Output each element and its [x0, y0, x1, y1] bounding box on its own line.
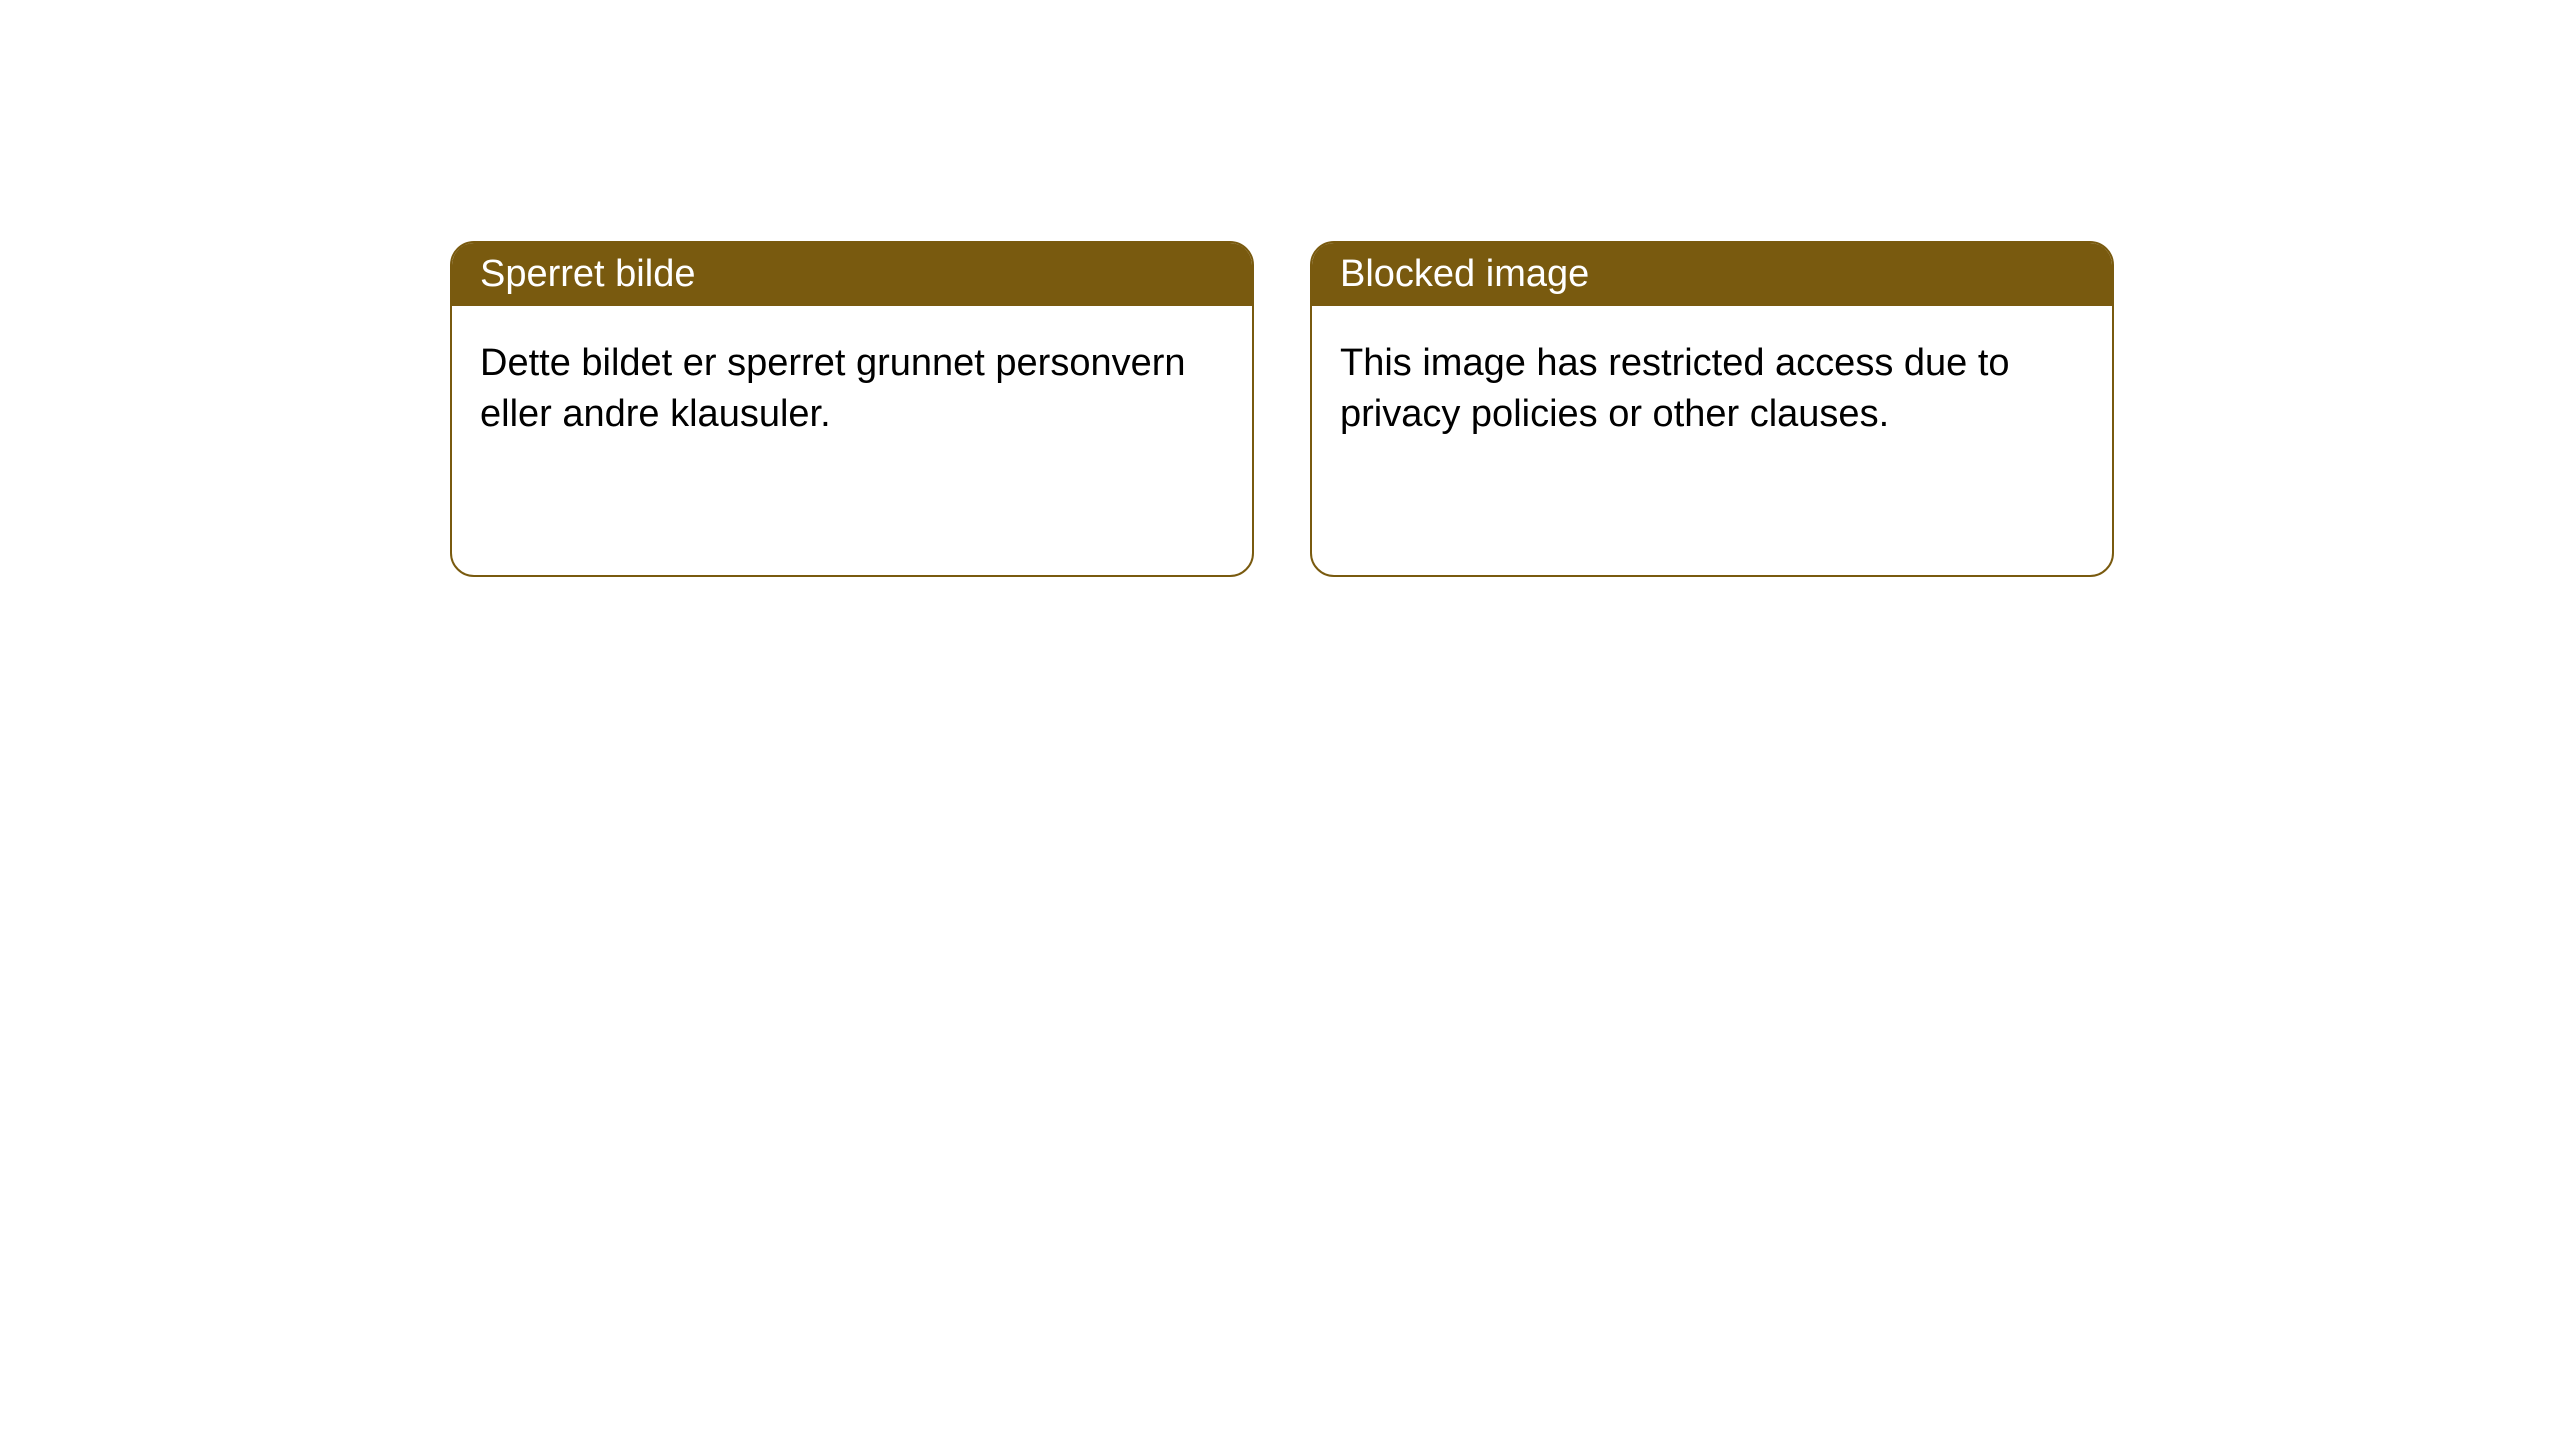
blocked-image-card-title-no: Sperret bilde [452, 243, 1252, 306]
blocked-image-card-body-no: Dette bildet er sperret grunnet personve… [452, 306, 1252, 473]
blocked-image-card-title-en: Blocked image [1312, 243, 2112, 306]
blocked-image-card-english: Blocked image This image has restricted … [1310, 241, 2114, 577]
blocked-image-card-body-en: This image has restricted access due to … [1312, 306, 2112, 473]
blocked-image-card-norwegian: Sperret bilde Dette bildet er sperret gr… [450, 241, 1254, 577]
blocked-image-notice-container: Sperret bilde Dette bildet er sperret gr… [0, 0, 2560, 577]
